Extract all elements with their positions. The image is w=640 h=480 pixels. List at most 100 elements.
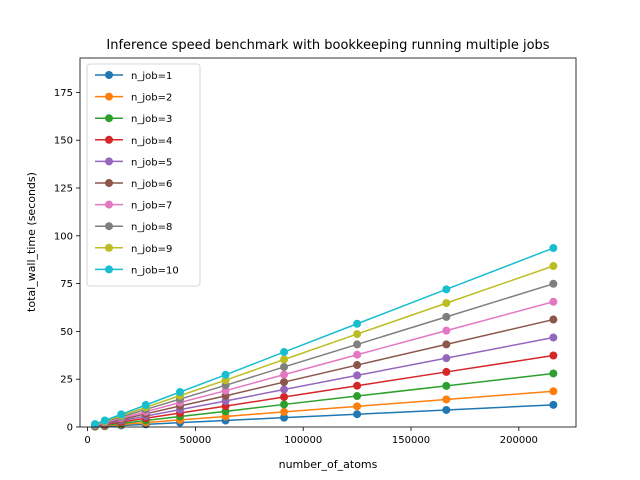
x-tick-label: 0: [84, 435, 90, 446]
legend-entry: n_job=4: [95, 135, 172, 147]
series-layer: [91, 244, 558, 431]
x-axis-label: number_of_atoms: [279, 458, 378, 471]
y-tick-label: 100: [54, 231, 73, 242]
series-n_job=7: [91, 297, 558, 430]
y-tick-label: 75: [60, 279, 73, 290]
legend-marker: [105, 222, 113, 231]
x-tick-label: 200000: [500, 435, 538, 446]
series-line: [94, 404, 554, 428]
data-point: [442, 312, 451, 321]
data-point: [353, 319, 362, 328]
x-tick-label: 50000: [179, 435, 211, 446]
legend-label: n_job=7: [131, 201, 172, 212]
data-point: [280, 355, 289, 364]
legend-label: n_job=8: [131, 222, 172, 233]
series-line: [94, 301, 554, 426]
legend-marker: [105, 157, 113, 166]
legend-marker: [105, 243, 113, 252]
data-point: [549, 297, 558, 306]
series-line: [94, 390, 554, 428]
data-point: [176, 388, 185, 397]
legend-entry: n_job=5: [95, 157, 172, 168]
legend-marker: [105, 92, 113, 101]
legend-entry: n_job=1: [95, 71, 172, 82]
legend-label: n_job=4: [131, 136, 172, 147]
legend-entry: n_job=2: [95, 92, 172, 104]
data-point: [549, 400, 558, 409]
data-point: [280, 378, 289, 387]
series-line: [94, 336, 554, 427]
y-tick-label: 0: [67, 423, 73, 434]
x-tick-label: 150000: [392, 435, 430, 446]
data-point: [442, 395, 451, 404]
data-point: [442, 381, 451, 390]
legend-entry: n_job=10: [95, 265, 179, 276]
data-point: [549, 315, 558, 324]
data-point: [549, 262, 558, 271]
legend-label: n_job=5: [131, 157, 172, 168]
legend-label: n_job=3: [131, 114, 172, 125]
data-point: [353, 402, 362, 411]
data-point: [353, 371, 362, 380]
data-point: [353, 350, 362, 359]
data-point: [280, 362, 289, 371]
legend-marker: [105, 71, 113, 79]
data-point: [280, 370, 289, 379]
data-point: [353, 392, 362, 401]
series-line: [94, 283, 554, 426]
data-point: [91, 420, 100, 429]
data-point: [353, 361, 362, 370]
legend-label: n_job=2: [131, 93, 172, 104]
data-point: [280, 407, 289, 416]
data-point: [280, 385, 289, 394]
data-point: [280, 392, 289, 401]
x-axis: 0 50000 100000 150000 200000: [84, 427, 538, 446]
data-point: [353, 381, 362, 390]
legend: n_job=1 n_job=2 n_job=3 n_job=4 n_job=5 n_job…: [86, 63, 201, 287]
legend-frame: [86, 63, 201, 287]
legend-entry: n_job=6: [95, 179, 172, 190]
data-point: [353, 340, 362, 349]
data-point: [353, 330, 362, 339]
legend-marker: [105, 114, 113, 123]
y-tick-label: 150: [54, 136, 73, 147]
data-point: [549, 369, 558, 378]
data-point: [442, 299, 451, 308]
legend-marker: [105, 265, 113, 274]
data-point: [353, 410, 362, 419]
data-point: [549, 333, 558, 342]
data-point: [442, 285, 451, 294]
data-point: [117, 410, 126, 419]
data-point: [442, 354, 451, 363]
series-line: [94, 265, 554, 426]
data-point: [549, 279, 558, 288]
data-point: [549, 387, 558, 396]
data-point: [280, 413, 289, 422]
data-point: [221, 370, 230, 379]
legend-entry: n_job=8: [95, 222, 172, 233]
legend-entry: n_job=9: [95, 243, 172, 255]
legend-label: n_job=9: [131, 244, 172, 255]
y-tick-label: 50: [60, 327, 73, 338]
series-line: [94, 318, 554, 427]
series-n_job=10: [91, 244, 558, 429]
chart-title: Inference speed benchmark with bookkeepi…: [106, 38, 549, 53]
data-point: [442, 340, 451, 349]
legend-label: n_job=10: [131, 265, 179, 276]
legend-label: n_job=1: [131, 71, 172, 82]
data-point: [442, 367, 451, 376]
series-line: [94, 247, 554, 425]
data-point: [280, 400, 289, 409]
y-axis-label: total_wall_time (seconds): [25, 172, 38, 312]
y-axis: 0 25 50 75 100 125 150 175: [54, 88, 80, 434]
plot-frame: [79, 57, 577, 428]
y-tick-label: 25: [60, 375, 73, 386]
y-tick-label: 175: [54, 88, 73, 99]
series-line: [94, 354, 554, 427]
data-point: [100, 416, 109, 425]
data-point: [442, 326, 451, 335]
data-point: [549, 244, 558, 253]
data-point: [280, 348, 289, 357]
legend-marker: [105, 135, 113, 144]
